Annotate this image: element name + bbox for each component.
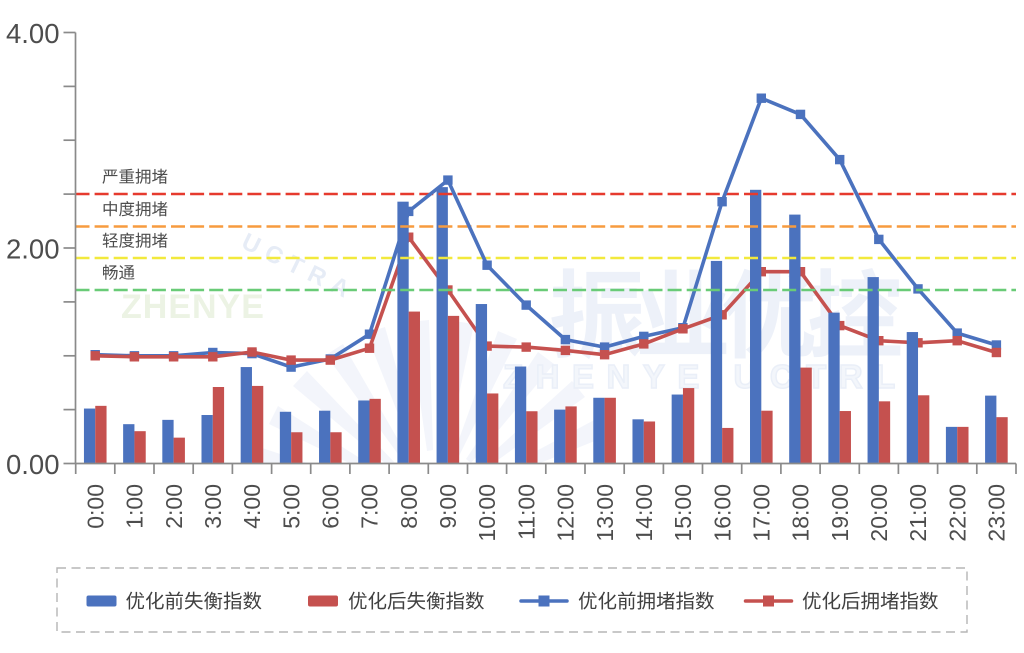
svg-text:13:00: 13:00 <box>592 484 618 542</box>
svg-text:6:00: 6:00 <box>318 484 344 529</box>
svg-text:0.00: 0.00 <box>6 449 60 480</box>
svg-text:16:00: 16:00 <box>709 484 735 542</box>
svg-text:4:00: 4:00 <box>239 484 265 529</box>
svg-text:8:00: 8:00 <box>396 484 422 529</box>
svg-text:9:00: 9:00 <box>435 484 461 529</box>
svg-text:10:00: 10:00 <box>474 484 500 542</box>
svg-text:2:00: 2:00 <box>161 484 187 529</box>
svg-text:19:00: 19:00 <box>827 484 853 542</box>
svg-text:14:00: 14:00 <box>631 484 657 542</box>
svg-text:3:00: 3:00 <box>200 484 226 529</box>
svg-text:ZHENYE: ZHENYE <box>121 288 265 326</box>
svg-text:0:00: 0:00 <box>83 484 109 529</box>
svg-text:18:00: 18:00 <box>788 484 814 542</box>
svg-text:17:00: 17:00 <box>749 484 775 542</box>
svg-text:15:00: 15:00 <box>670 484 696 542</box>
svg-text:5:00: 5:00 <box>278 484 304 529</box>
svg-text:1:00: 1:00 <box>122 484 148 529</box>
svg-text:11:00: 11:00 <box>513 484 539 540</box>
svg-text:4.00: 4.00 <box>6 18 60 49</box>
svg-text:12:00: 12:00 <box>553 484 579 542</box>
svg-text:21:00: 21:00 <box>905 484 931 542</box>
svg-text:7:00: 7:00 <box>357 484 383 529</box>
svg-text:2.00: 2.00 <box>6 234 60 265</box>
svg-text:23:00: 23:00 <box>984 484 1010 542</box>
svg-text:ZHENYE UCTRL: ZHENYE UCTRL <box>503 358 908 395</box>
svg-text:20:00: 20:00 <box>866 484 892 542</box>
svg-text:22:00: 22:00 <box>944 484 970 542</box>
